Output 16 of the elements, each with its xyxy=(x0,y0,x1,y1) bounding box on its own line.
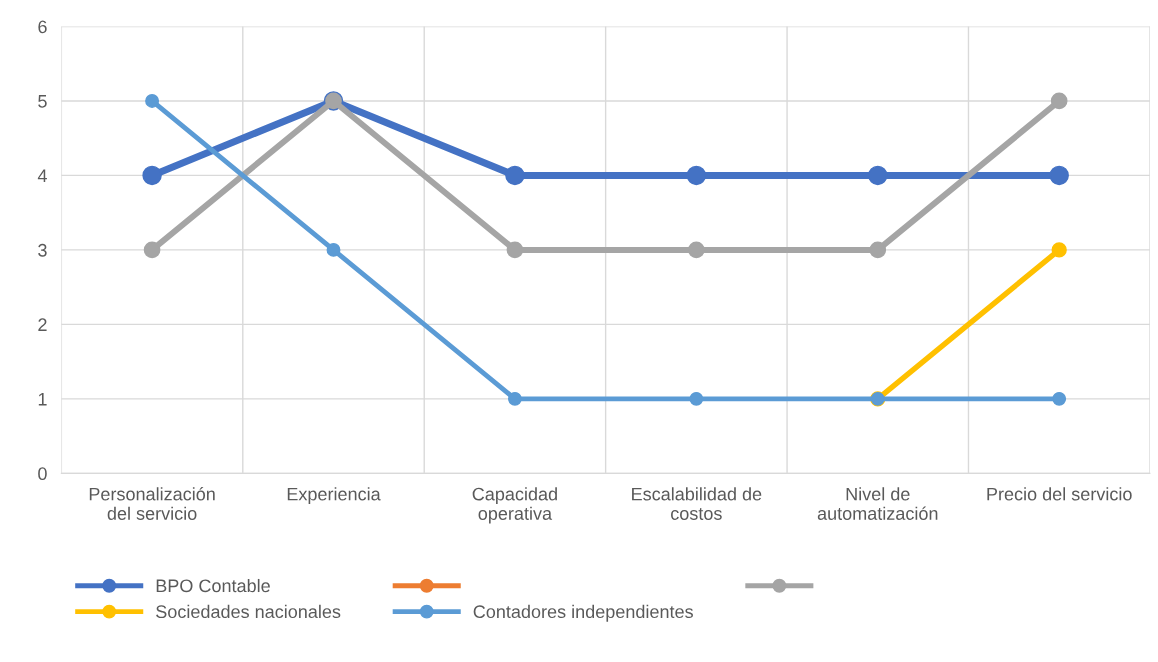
y-tick-label: 6 xyxy=(38,20,47,34)
legend-label: Sociedades nacionales xyxy=(156,604,341,619)
y-tick-label: 4 xyxy=(37,169,47,182)
y-tick-label: 2 xyxy=(38,318,47,331)
y-tick-label: 1 xyxy=(38,392,47,406)
x-tick-label: Precio del servicio xyxy=(987,487,1132,501)
x-tick-label: Experiencia xyxy=(287,487,381,505)
x-tick-label: Escalabilidad de costos xyxy=(632,487,762,520)
y-tick-label: 0 xyxy=(38,467,47,481)
x-tick-label: Personalización del servicio xyxy=(89,487,215,520)
x-tick-label: Nivel de automatización xyxy=(817,487,938,520)
x-tick-label: Capacidad operativa xyxy=(472,487,557,524)
legend-label: BPO Contable xyxy=(156,578,270,593)
y-tick-label: 5 xyxy=(38,95,47,108)
legend-label: Contadores independientes xyxy=(473,604,693,622)
y-tick-label: 3 xyxy=(38,243,47,257)
